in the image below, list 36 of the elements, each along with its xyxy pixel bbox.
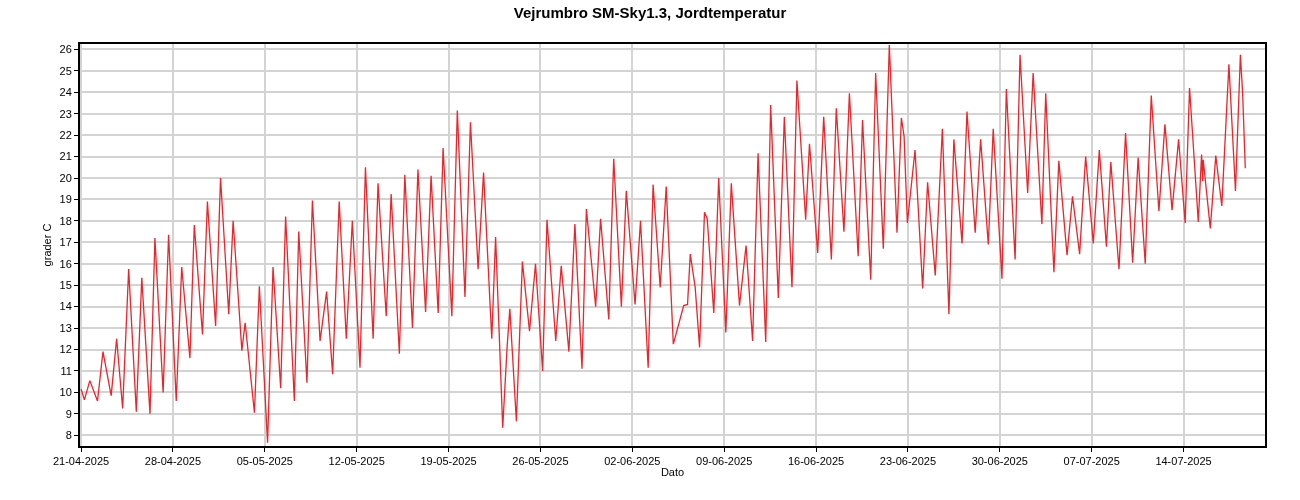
y-tick-label: 24 bbox=[59, 86, 72, 99]
x-tick-label: 19-05-2025 bbox=[420, 455, 477, 468]
line-series bbox=[80, 44, 1246, 444]
y-tick-label: 8 bbox=[65, 429, 72, 442]
y-tick-label: 12 bbox=[59, 343, 72, 356]
x-tick-label: 23-06-2025 bbox=[879, 455, 937, 468]
y-tick-label: 25 bbox=[59, 64, 72, 77]
y-tick-label: 17 bbox=[59, 236, 72, 249]
y-tick-label: 13 bbox=[59, 321, 72, 334]
x-tick-label: 05-05-2025 bbox=[236, 455, 293, 468]
y-tick-label: 18 bbox=[59, 214, 72, 227]
y-tick-label: 10 bbox=[59, 386, 72, 399]
x-tick-label: 14-07-2025 bbox=[1155, 455, 1212, 468]
chart-title: Vejrumbro SM-Sky1.3, Jordtemperatur bbox=[513, 4, 787, 21]
x-tick-label: 28-04-2025 bbox=[144, 455, 202, 468]
x-tick-label: 21-04-2025 bbox=[52, 455, 110, 468]
y-tick-label: 26 bbox=[59, 43, 72, 56]
x-tick-label: 02-06-2025 bbox=[604, 455, 661, 468]
x-tick-label: 16-06-2025 bbox=[787, 455, 845, 468]
y-axis-title: grader C bbox=[40, 223, 53, 267]
y-tick-label: 14 bbox=[59, 300, 72, 313]
x-tick-label: 12-05-2025 bbox=[328, 455, 385, 468]
y-tick-label: 19 bbox=[59, 193, 72, 206]
y-tick-label: 16 bbox=[59, 257, 72, 270]
y-tick-label: 11 bbox=[60, 364, 72, 377]
y-tick-label: 15 bbox=[59, 279, 72, 292]
y-tick-label: 21 bbox=[59, 150, 72, 163]
y-tick-label: 20 bbox=[59, 171, 72, 184]
x-tick-label: 07-07-2025 bbox=[1063, 455, 1120, 468]
y-tick-label: 9 bbox=[65, 407, 72, 420]
x-tick-label: 09-06-2025 bbox=[696, 455, 753, 468]
y-tick-label: 23 bbox=[59, 107, 72, 120]
x-tick-label: 26-05-2025 bbox=[512, 455, 569, 468]
y-tick-label: 22 bbox=[59, 128, 72, 141]
x-tick-label: 30-06-2025 bbox=[971, 455, 1028, 468]
x-axis-title: Dato bbox=[660, 465, 685, 478]
